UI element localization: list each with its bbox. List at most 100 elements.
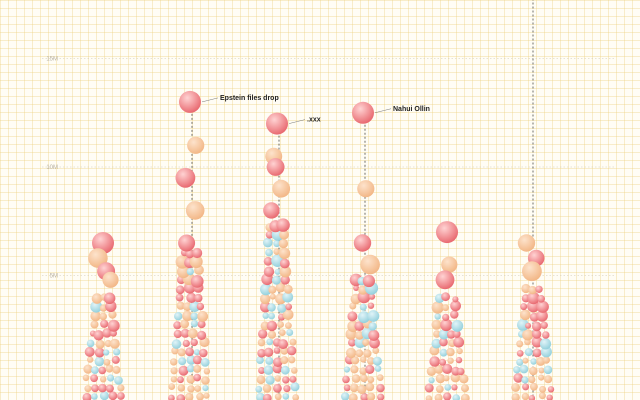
bubble (274, 393, 282, 400)
bubble (431, 301, 444, 314)
bubble (262, 384, 272, 393)
bubble (90, 374, 98, 383)
bubble (283, 385, 291, 393)
bubble (440, 318, 453, 332)
bubble (105, 364, 114, 373)
bubble (271, 275, 281, 285)
bubble (83, 364, 93, 374)
y-tick-label: 10M (46, 165, 58, 171)
bubble (347, 311, 358, 322)
bubble (180, 328, 190, 338)
bubble (439, 348, 448, 357)
bubble (376, 374, 384, 381)
bubble (187, 328, 198, 339)
bubble (353, 285, 360, 291)
annotation-leader (374, 108, 392, 113)
bubble (444, 384, 452, 391)
bubble (95, 339, 105, 349)
highlight-bubble (187, 136, 205, 154)
bubble (197, 311, 209, 322)
bubble (203, 392, 210, 399)
bubble (451, 320, 464, 332)
bubble (291, 367, 298, 374)
bubble (359, 367, 367, 375)
highlight-bubble (266, 158, 285, 176)
bubble (93, 330, 104, 341)
bubble-columns (82, 90, 555, 400)
bubble (540, 321, 548, 329)
bubble (528, 285, 537, 295)
bubble (351, 356, 360, 365)
bubble (273, 347, 281, 354)
annotation-label: Nahui Ollin (393, 106, 430, 113)
bubble (348, 338, 356, 347)
bubble (341, 392, 350, 400)
highlight-bubble (436, 221, 458, 244)
bubble (351, 374, 361, 383)
bubble (517, 319, 529, 331)
highlight-bubble (360, 254, 380, 275)
bubble (452, 296, 459, 303)
bubble (511, 383, 520, 392)
bubble (113, 348, 121, 356)
bubble (355, 330, 364, 340)
bubble (91, 384, 99, 393)
highlight-bubble (353, 234, 372, 252)
bubble (542, 356, 550, 364)
bubble (285, 303, 293, 311)
bubble (269, 293, 276, 300)
bubble (372, 356, 382, 366)
bubble (524, 348, 533, 357)
bubble (177, 384, 186, 392)
bubble (201, 376, 210, 385)
highlight-bubble (272, 179, 291, 198)
bubble (283, 284, 293, 294)
bubble (355, 349, 364, 358)
bubble (435, 385, 444, 393)
bubble (279, 265, 292, 278)
bubble (521, 376, 529, 384)
bubble (273, 383, 282, 393)
bubble (109, 338, 120, 349)
bubble (94, 347, 105, 358)
bubble (182, 339, 190, 347)
bubble (520, 303, 528, 311)
bubble (190, 275, 204, 288)
bubble (516, 350, 524, 357)
bubble (516, 358, 524, 366)
bubble (192, 247, 203, 259)
bubble (529, 366, 538, 376)
bubble (273, 248, 281, 255)
bubble (434, 364, 444, 374)
bubble (450, 310, 459, 319)
bubble (372, 347, 380, 354)
bubble (180, 319, 190, 329)
bubble (531, 329, 542, 339)
highlight-bubble (522, 261, 542, 282)
bubble (527, 291, 540, 305)
bubble (194, 385, 202, 392)
bubble (273, 240, 281, 248)
bubble (171, 339, 182, 349)
bubble (257, 348, 266, 358)
bubble (192, 355, 202, 365)
bubble (431, 338, 442, 349)
bubble (530, 382, 538, 391)
bubble (175, 293, 184, 302)
bubble (280, 356, 289, 365)
bubble (102, 328, 112, 338)
y-gridlines (42, 58, 615, 276)
bubble (461, 384, 469, 393)
bubble (442, 313, 450, 321)
bubble (99, 312, 107, 321)
bubble (107, 319, 120, 332)
bubble (168, 383, 176, 390)
bubble (377, 393, 385, 400)
bubble (268, 285, 277, 294)
bubble (358, 311, 370, 324)
bubble (185, 392, 194, 400)
bubble (103, 359, 111, 366)
bubble (363, 349, 372, 358)
annotation-leader (288, 119, 306, 124)
